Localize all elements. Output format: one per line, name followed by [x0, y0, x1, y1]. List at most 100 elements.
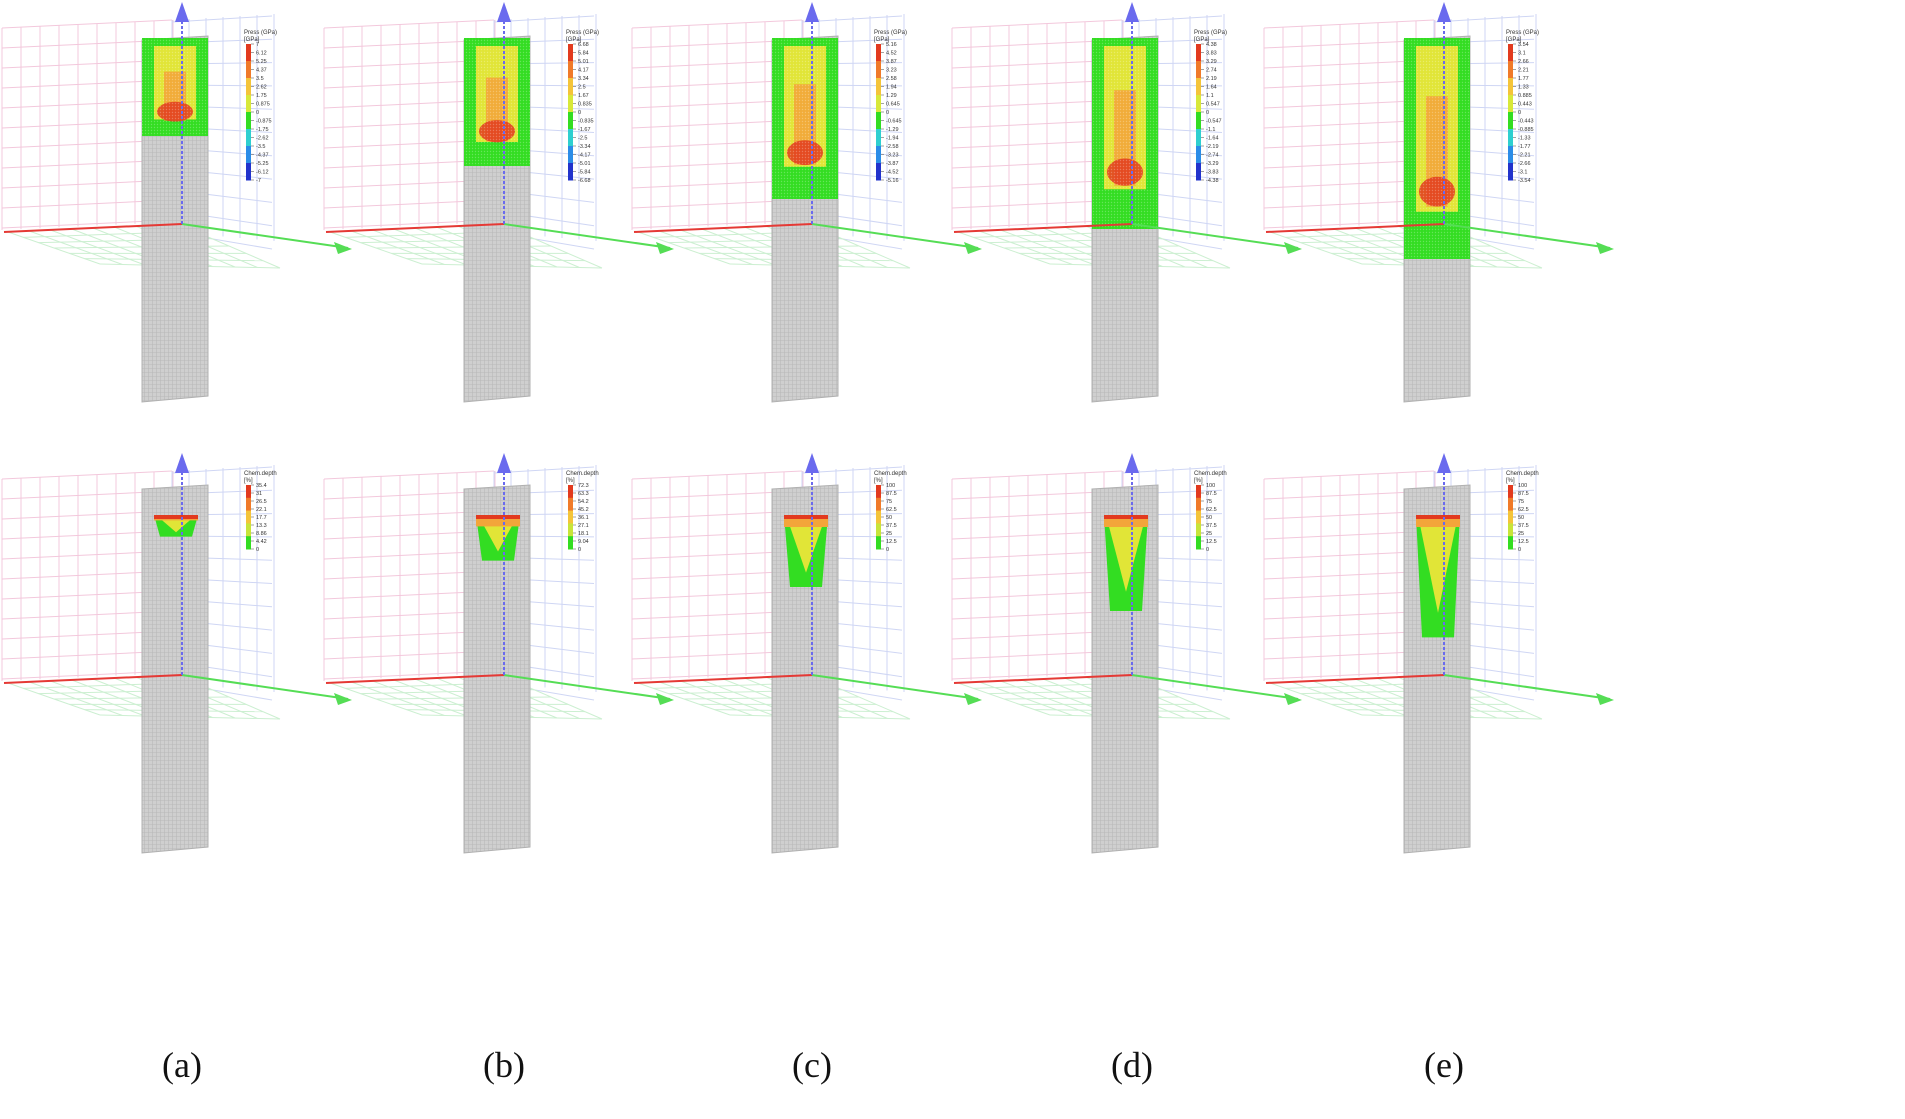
legend-swatch	[1196, 112, 1201, 130]
z-axis-arrow	[805, 453, 819, 473]
legend-tick-label: 37.5	[1206, 523, 1217, 529]
legend-title: Chem.depth	[874, 471, 907, 477]
chem-depth-legend: Chem.depth[%]100 87.5 75 62.5 50 37.5 25 12.5 0	[1506, 471, 1539, 553]
pressure-field	[464, 38, 530, 166]
chem-depth-field	[1104, 515, 1148, 611]
legend-tick-label: 1.67	[578, 93, 589, 99]
legend-swatch	[246, 61, 251, 79]
legend-swatch	[1508, 485, 1513, 499]
legend-tick-label: 31	[256, 491, 262, 497]
legend-swatch	[876, 44, 881, 62]
legend-swatch	[1196, 44, 1201, 62]
legend-tick-label: -1.64	[1206, 136, 1219, 142]
legend-title: Press (GPa)	[1194, 30, 1227, 36]
legend-tick-label: 0	[1206, 110, 1209, 116]
x-axis	[633, 674, 813, 684]
legend-tick-label: -4.52	[886, 170, 899, 176]
legend-tick-label: 0	[1518, 547, 1521, 553]
pressure-panel-5: Press (GPa)[GPa]3.54 3.1 2.66 2.21 1.77 1.33 0…	[1263, 2, 1614, 403]
legend-tick-label: 7	[256, 42, 259, 48]
pressure-field	[142, 38, 208, 136]
chem-depth-legend: Chem.depth[%]100 87.5 75 62.5 50 37.5 25 12.5 0	[874, 471, 907, 553]
legend-tick-label: 45.2	[578, 507, 589, 513]
legend-unit: [%]	[1194, 478, 1203, 484]
legend-tick-label: 50	[1518, 515, 1524, 521]
legend-tick-label: 63.3	[578, 491, 589, 497]
legend-unit: [GPa]	[1506, 37, 1522, 43]
pressure-field	[772, 38, 838, 199]
legend-swatch	[568, 78, 573, 96]
x-axis	[953, 674, 1133, 684]
legend-tick-label: -1.67	[578, 127, 591, 133]
legend-tick-label: 0.875	[256, 102, 270, 108]
legend-tick-label: -3.54	[1518, 178, 1531, 184]
legend-tick-label: 0	[886, 110, 889, 116]
legend-tick-label: 36.1	[578, 515, 589, 521]
legend-tick-label: 3.1	[1518, 51, 1526, 57]
z-axis-arrow	[497, 453, 511, 473]
legend-tick-label: 26.5	[256, 499, 267, 505]
legend-tick-label: -7	[256, 178, 261, 184]
legend-tick-label: 12.5	[1518, 539, 1529, 545]
y-axis-arrow	[656, 242, 674, 254]
legend-swatch	[1508, 95, 1513, 113]
legend-tick-label: 17.7	[256, 515, 267, 521]
legend-tick-label: -2.62	[256, 136, 269, 142]
legend-tick-label: 75	[886, 499, 892, 505]
legend-tick-label: 37.5	[886, 523, 897, 529]
legend-tick-label: -6.12	[256, 170, 269, 176]
legend-tick-label: 100	[1518, 483, 1527, 489]
legend-swatch	[1508, 112, 1513, 130]
z-axis-arrow	[175, 2, 189, 22]
legend-tick-label: 100	[886, 483, 895, 489]
legend-tick-label: -4.17	[578, 153, 591, 159]
y-axis	[1131, 674, 1299, 700]
legend-tick-label: 3.87	[886, 59, 897, 65]
legend-swatch	[1508, 44, 1513, 62]
specimen-plate	[141, 484, 209, 854]
legend-tick-label: 2.66	[1518, 59, 1529, 65]
pressure-field	[1092, 38, 1158, 229]
legend-swatch	[1196, 485, 1201, 499]
legend-title: Press (GPa)	[244, 30, 277, 36]
legend-tick-label: 0	[256, 110, 259, 116]
legend-swatch	[1196, 61, 1201, 79]
damage-yellow-zone	[1418, 515, 1458, 613]
legend-tick-label: -1.33	[1518, 136, 1531, 142]
y-axis-arrow	[1596, 242, 1614, 254]
y-axis-arrow	[1284, 242, 1302, 254]
legend-tick-label: -4.37	[256, 153, 269, 159]
z-axis-arrow	[497, 2, 511, 22]
legend-swatch	[568, 44, 573, 62]
legend-tick-label: 1.75	[256, 93, 267, 99]
y-axis-arrow	[964, 693, 982, 705]
legend-swatch	[1196, 523, 1201, 537]
legend-tick-label: 25	[1206, 531, 1212, 537]
damage-red-top	[154, 515, 198, 519]
legend-swatch	[568, 61, 573, 79]
y-axis-arrow	[334, 242, 352, 254]
legend-tick-label: 54.2	[578, 499, 589, 505]
damage-orange-band	[476, 515, 520, 527]
legend-tick-label: -2.58	[886, 144, 899, 150]
legend-swatch	[246, 163, 251, 181]
y-axis	[181, 674, 349, 700]
legend-swatch	[1196, 536, 1201, 550]
legend-unit: [GPa]	[566, 37, 582, 43]
chem-depth-panel-5: Chem.depth[%]100 87.5 75 62.5 50 37.5 25 12.5 0	[1263, 453, 1614, 854]
legend-swatch	[876, 163, 881, 181]
legend-swatch	[1508, 497, 1513, 512]
legend-tick-label: 0.835	[578, 102, 592, 108]
z-axis-arrow	[805, 2, 819, 22]
legend-tick-label: -3.83	[1206, 170, 1219, 176]
legend-unit: [GPa]	[244, 37, 260, 43]
legend-swatch	[1196, 95, 1201, 113]
legend-tick-label: 6.12	[256, 51, 267, 57]
legend-swatch	[246, 78, 251, 96]
legend-swatch	[1508, 78, 1513, 96]
x-axis	[1265, 674, 1445, 684]
legend-tick-label: 62.5	[1206, 507, 1217, 513]
panel-label-2: (b)	[483, 1045, 525, 1085]
legend-unit: [GPa]	[874, 37, 890, 43]
legend-tick-label: -4.38	[1206, 178, 1219, 184]
